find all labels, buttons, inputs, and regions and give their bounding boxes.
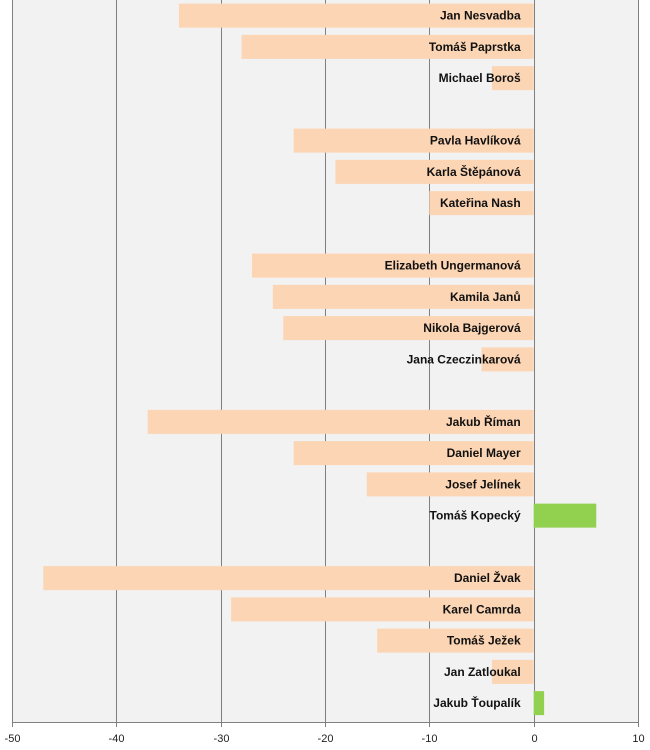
bar [366, 472, 534, 497]
bar-label: Tomáš Paprstka [429, 40, 521, 54]
bar [147, 409, 534, 434]
bar-label: Daniel Žvak [454, 570, 521, 585]
bar-label: Jakub Říman [446, 414, 521, 429]
bar [533, 503, 597, 528]
x-tick-label: -20 [318, 733, 334, 745]
bar-label: Jakub Ťoupalík [433, 695, 521, 710]
bar-label: Jana Czeczinkarová [407, 352, 521, 366]
bar [251, 253, 534, 278]
bar-label: Josef Jelínek [445, 477, 521, 491]
x-tick-label: -40 [109, 733, 125, 745]
bar-label: Kamila Janů [450, 290, 521, 304]
x-tick-label: -30 [214, 733, 230, 745]
bar [293, 441, 534, 466]
bar [283, 316, 534, 341]
bar [293, 128, 534, 153]
bar [178, 3, 534, 28]
bar-label: Michael Boroš [439, 71, 521, 85]
bar [491, 66, 534, 91]
bar-label: Jan Zatloukal [444, 665, 521, 679]
bar-label: Elizabeth Ungermanová [385, 259, 521, 273]
bar-label: Karla Štěpánová [427, 164, 521, 179]
bar-label: Daniel Mayer [447, 446, 521, 460]
bar-label: Nikola Bajgerová [423, 321, 521, 335]
bar-label: Jan Nesvadba [440, 9, 521, 23]
x-tick-label: -10 [422, 733, 438, 745]
bar-label: Kateřina Nash [440, 196, 521, 210]
x-tick-label: 10 [632, 733, 644, 745]
bar-label: Tomáš Kopecký [430, 509, 521, 523]
bar [272, 284, 534, 309]
bar [335, 159, 534, 184]
bar [43, 566, 534, 591]
bar [533, 691, 545, 716]
bar [429, 191, 534, 216]
bar-label: Karel Camrda [443, 602, 521, 616]
bar [481, 347, 534, 372]
bar-label: Tomáš Ježek [447, 634, 521, 648]
bar-label: Pavla Havlíková [430, 134, 521, 148]
bar [491, 659, 534, 684]
x-tick-label: -50 [5, 733, 21, 745]
bar [377, 628, 534, 653]
bar [241, 34, 534, 59]
x-tick-label: 0 [531, 733, 537, 745]
bar [231, 597, 534, 622]
